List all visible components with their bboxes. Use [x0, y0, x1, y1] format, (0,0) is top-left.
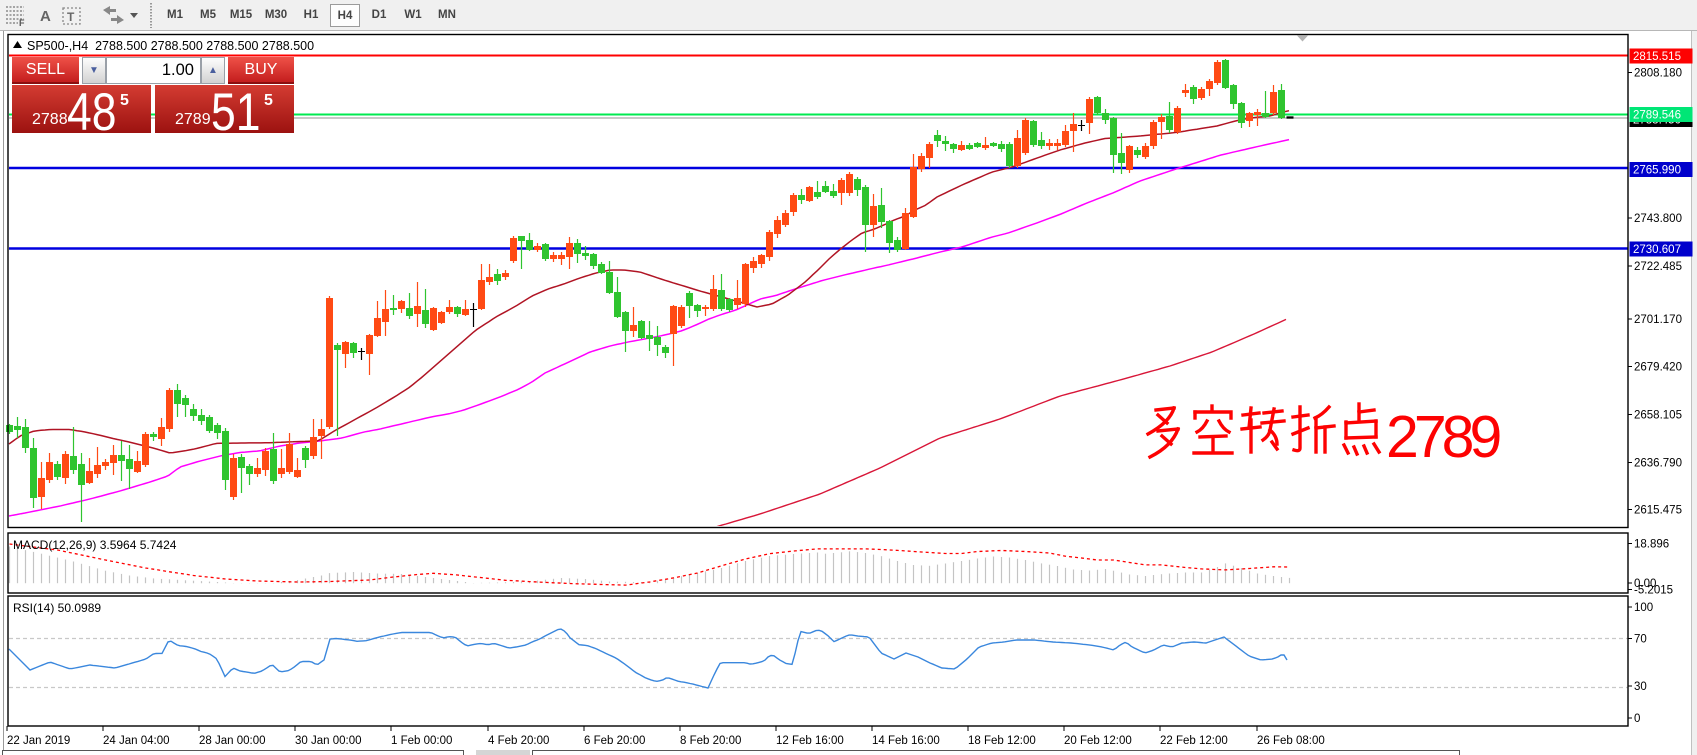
svg-text:2789.546: 2789.546: [1633, 110, 1681, 122]
svg-text:26 Feb 08:00: 26 Feb 08:00: [1257, 735, 1325, 747]
svg-text:2679.420: 2679.420: [1634, 362, 1682, 374]
svg-text:0: 0: [1634, 713, 1640, 725]
svg-text:18 Feb 12:00: 18 Feb 12:00: [968, 735, 1036, 747]
svg-text:14 Feb 16:00: 14 Feb 16:00: [872, 735, 940, 747]
svg-text:2815.515: 2815.515: [1633, 51, 1681, 63]
svg-text:28 Jan 00:00: 28 Jan 00:00: [199, 735, 266, 747]
svg-text:MACD(12,26,9) 3.5964 5.7424: MACD(12,26,9) 3.5964 5.7424: [13, 538, 177, 552]
svg-text:2765.990: 2765.990: [1633, 165, 1681, 177]
svg-text:22 Feb 12:00: 22 Feb 12:00: [1160, 735, 1228, 747]
svg-text:2808.180: 2808.180: [1634, 68, 1682, 80]
svg-text:22 Jan 2019: 22 Jan 2019: [7, 735, 70, 747]
svg-text:2636.790: 2636.790: [1634, 458, 1682, 470]
svg-text:4 Feb 20:00: 4 Feb 20:00: [488, 735, 549, 747]
svg-text:2615.475: 2615.475: [1634, 505, 1682, 517]
svg-text:30: 30: [1634, 681, 1647, 693]
svg-text:2658.105: 2658.105: [1634, 410, 1682, 422]
svg-text:70: 70: [1634, 634, 1647, 646]
svg-text:2789: 2789: [1386, 404, 1500, 470]
svg-text:2743.800: 2743.800: [1634, 213, 1682, 225]
svg-text:100: 100: [1634, 602, 1653, 614]
svg-text:F: F: [19, 18, 25, 28]
svg-text:24 Jan 04:00: 24 Jan 04:00: [103, 735, 170, 747]
svg-text:8 Feb 20:00: 8 Feb 20:00: [680, 735, 741, 747]
svg-text:0.00: 0.00: [1634, 578, 1656, 590]
svg-text:2722.485: 2722.485: [1634, 261, 1682, 273]
svg-text:20 Feb 12:00: 20 Feb 12:00: [1064, 735, 1132, 747]
svg-text:1 Feb 00:00: 1 Feb 00:00: [391, 735, 452, 747]
svg-text:-5.2015: -5.2015: [1634, 585, 1673, 597]
svg-text:A: A: [40, 8, 51, 25]
svg-text:RSI(14) 50.0989: RSI(14) 50.0989: [13, 601, 101, 615]
svg-text:T: T: [67, 10, 75, 24]
svg-text:18.896: 18.896: [1634, 539, 1669, 551]
svg-text:12 Feb 16:00: 12 Feb 16:00: [776, 735, 844, 747]
svg-text:30 Jan 00:00: 30 Jan 00:00: [295, 735, 362, 747]
svg-text:6 Feb 20:00: 6 Feb 20:00: [584, 735, 645, 747]
svg-text:2730.607: 2730.607: [1633, 244, 1681, 256]
svg-text:SP500-,H4 2788.500 2788.500 2: SP500-,H4 2788.500 2788.500 2788.500 278…: [27, 39, 314, 53]
svg-text:2701.170: 2701.170: [1634, 314, 1682, 326]
